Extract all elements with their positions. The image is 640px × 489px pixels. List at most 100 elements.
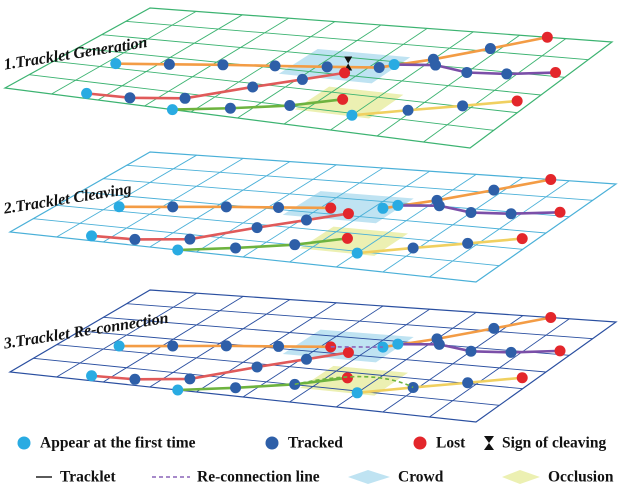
grid-line <box>53 60 518 114</box>
grid-line <box>126 164 593 201</box>
panels <box>3 7 618 423</box>
tracklet <box>91 212 349 241</box>
track-point <box>124 92 136 104</box>
track-point <box>402 104 414 116</box>
legend-icon <box>413 436 427 450</box>
grid-line <box>56 344 523 390</box>
legend-icon <box>17 436 31 450</box>
track-point <box>505 208 517 220</box>
track-point <box>167 340 179 352</box>
track-point <box>341 232 353 244</box>
track-point <box>392 338 404 350</box>
tracklet <box>177 237 348 252</box>
grid-line <box>103 178 570 218</box>
track-point <box>113 201 125 213</box>
track-point <box>129 373 141 385</box>
track-point <box>321 61 333 73</box>
track-point <box>430 59 442 71</box>
track-point <box>230 382 242 394</box>
track-point <box>541 31 553 43</box>
track-point <box>433 200 445 212</box>
tracklet <box>91 351 349 381</box>
tracklet <box>177 376 348 392</box>
track-point <box>346 109 358 121</box>
track-point <box>465 207 477 219</box>
track-point <box>273 340 285 352</box>
track-point <box>325 202 337 214</box>
tracklet <box>357 237 523 255</box>
track-point <box>407 242 419 254</box>
legend-label: Sign of cleaving <box>502 435 606 452</box>
track-point <box>545 312 557 324</box>
reconnection-line <box>294 375 414 389</box>
track-point <box>516 233 528 245</box>
track-point <box>457 100 469 112</box>
grid-line <box>126 303 593 340</box>
legend-label: Occlusion <box>548 469 614 486</box>
track-point <box>172 244 184 256</box>
track-point <box>505 346 517 358</box>
track-point <box>554 206 566 218</box>
legend-icon <box>502 470 540 484</box>
grid-line <box>77 47 542 96</box>
track-point <box>462 237 474 249</box>
track-point <box>224 102 236 114</box>
occlusion-area <box>294 86 404 119</box>
track-point <box>554 345 566 357</box>
legend-label: Lost <box>436 435 466 452</box>
track-point <box>166 104 178 116</box>
track-point <box>511 95 523 107</box>
track-point <box>388 59 400 71</box>
cleave-sign <box>344 56 353 71</box>
grid-line <box>79 330 547 373</box>
track-point <box>273 201 285 213</box>
legend-icon <box>484 436 494 450</box>
track-point <box>269 60 281 72</box>
grid-line <box>33 357 500 406</box>
track-point <box>179 92 191 104</box>
track-point <box>230 242 242 254</box>
track-point <box>184 373 196 385</box>
grid-line <box>79 191 547 234</box>
track-point <box>433 338 445 350</box>
legend: Appear at the first time Tracked Lost Si… <box>17 435 614 486</box>
track-point <box>484 43 496 55</box>
track-point <box>373 62 385 74</box>
tracklet <box>357 376 523 395</box>
track-point <box>163 58 175 70</box>
track-point <box>247 81 259 93</box>
track-point <box>220 201 232 213</box>
track-point <box>113 340 125 352</box>
legend-label: Tracked <box>288 435 343 452</box>
track-point <box>289 239 301 251</box>
track-point <box>167 201 179 213</box>
track-point <box>351 387 363 399</box>
track-point <box>86 230 98 242</box>
grid-line <box>56 204 523 250</box>
track-point <box>342 347 354 359</box>
track-point <box>110 58 122 70</box>
track-point <box>300 353 312 365</box>
track-point <box>129 233 141 245</box>
track-point <box>341 372 353 384</box>
track-point <box>488 184 500 196</box>
track-point <box>220 340 232 352</box>
crowd-area <box>282 329 414 363</box>
track-point <box>284 100 296 112</box>
track-point <box>300 214 312 226</box>
track-point <box>462 377 474 389</box>
tracklet <box>351 99 518 117</box>
track-point <box>342 208 354 220</box>
grid-line <box>33 218 500 267</box>
tracklet <box>86 71 345 100</box>
crowd-area <box>282 191 414 224</box>
track-point <box>184 233 196 245</box>
track-point <box>461 66 473 78</box>
track-point <box>337 93 349 105</box>
grid-line <box>101 34 565 78</box>
grid-line <box>103 316 570 356</box>
track-point <box>377 202 389 214</box>
legend-icon <box>265 436 279 450</box>
track-point <box>251 222 263 234</box>
